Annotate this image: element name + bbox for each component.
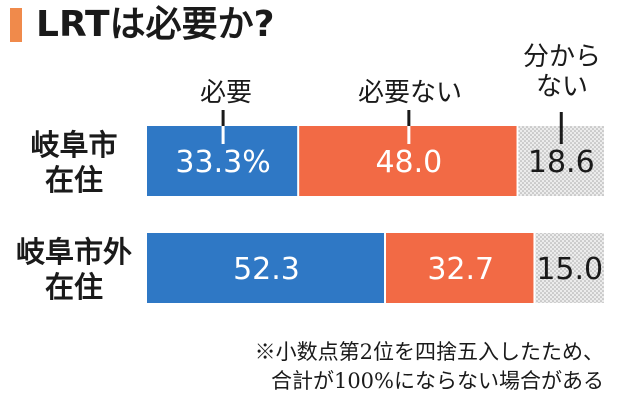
legend-unknown: 分から ない <box>512 42 612 102</box>
legend-needed: 必要 <box>199 78 252 108</box>
title-accent-bar <box>10 8 22 42</box>
bar-unknown-row2 <box>535 233 604 303</box>
footnote-line2: 合計が100%にならない場合がある <box>270 369 604 393</box>
data-label-needed-row1: 33.3% <box>175 145 270 180</box>
row-label-line1: 岐阜市 <box>30 128 118 162</box>
bar-not-needed-row2 <box>386 233 534 303</box>
legend-not-needed: 必要ない <box>357 78 462 108</box>
row-label-outside-gifu-city: 岐阜市外 在住 <box>10 235 138 305</box>
legend-unknown-line1: 分から <box>522 42 601 72</box>
row-label-line1: 岐阜市外 <box>15 235 132 269</box>
footnote-line1: ※小数点第2位を四捨五入したため、 <box>254 340 604 364</box>
row-label-line2: 在住 <box>44 270 103 304</box>
data-label-unknown-row2: 15.0 <box>536 252 603 287</box>
data-label-unknown-row1: 18.6 <box>528 145 595 180</box>
footnote: ※小数点第2位を四捨五入したため、 合計が100%にならない場合がある <box>255 338 604 396</box>
data-label-needed-row2: 52.3 <box>233 252 300 287</box>
data-label-not-needed-row2: 32.7 <box>427 252 494 287</box>
row-label-gifu-city: 岐阜市 在住 <box>10 128 138 198</box>
legend-unknown-line2: ない <box>535 72 588 102</box>
data-label-not-needed-row1: 48.0 <box>375 145 442 180</box>
bar-needed-row2 <box>147 233 385 303</box>
chart-title: LRTは必要か? <box>36 4 275 45</box>
row-label-line2: 在住 <box>44 163 103 197</box>
